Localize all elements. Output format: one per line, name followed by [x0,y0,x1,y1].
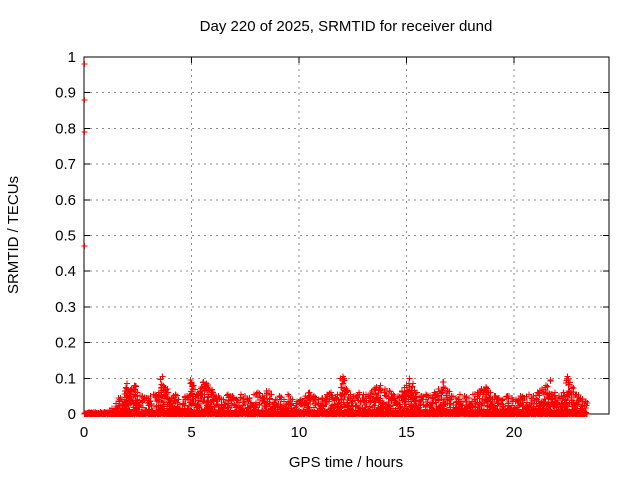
y-tick-label: 0.3 [55,299,76,316]
grid-lines [84,57,609,414]
x-tick-label: 20 [506,424,523,441]
grid-line-path [84,57,609,414]
y-axis-label: SRMTID / TECUs [5,176,22,294]
chart-title: Day 220 of 2025, SRMTID for receiver dun… [200,18,493,35]
scatter-data-points [81,61,591,417]
y-tick-label: 0.6 [55,192,76,209]
x-tick-label: 15 [398,424,415,441]
y-tick-labels: 0 0.1 0.2 0.3 0.4 0.5 0.6 0.7 0.8 0.9 1 [55,49,76,423]
y-tick-label: 0.9 [55,85,76,102]
x-tick-label: 5 [187,424,195,441]
y-tick-label: 0 [68,406,76,423]
x-axis-label: GPS time / hours [289,454,403,471]
y-tick-label: 0.5 [55,228,76,245]
y-tick-label: 0.7 [55,156,76,173]
y-tick-label: 0.1 [55,370,76,387]
x-tick-label: 0 [80,424,88,441]
y-tick-label: 0.4 [55,263,76,280]
y-tick-label: 0.8 [55,120,76,137]
x-tick-label: 10 [291,424,308,441]
y-tick-label: 0.2 [55,335,76,352]
y-tick-label: 1 [68,49,76,66]
x-tick-labels: 0 5 10 15 20 [80,424,522,441]
